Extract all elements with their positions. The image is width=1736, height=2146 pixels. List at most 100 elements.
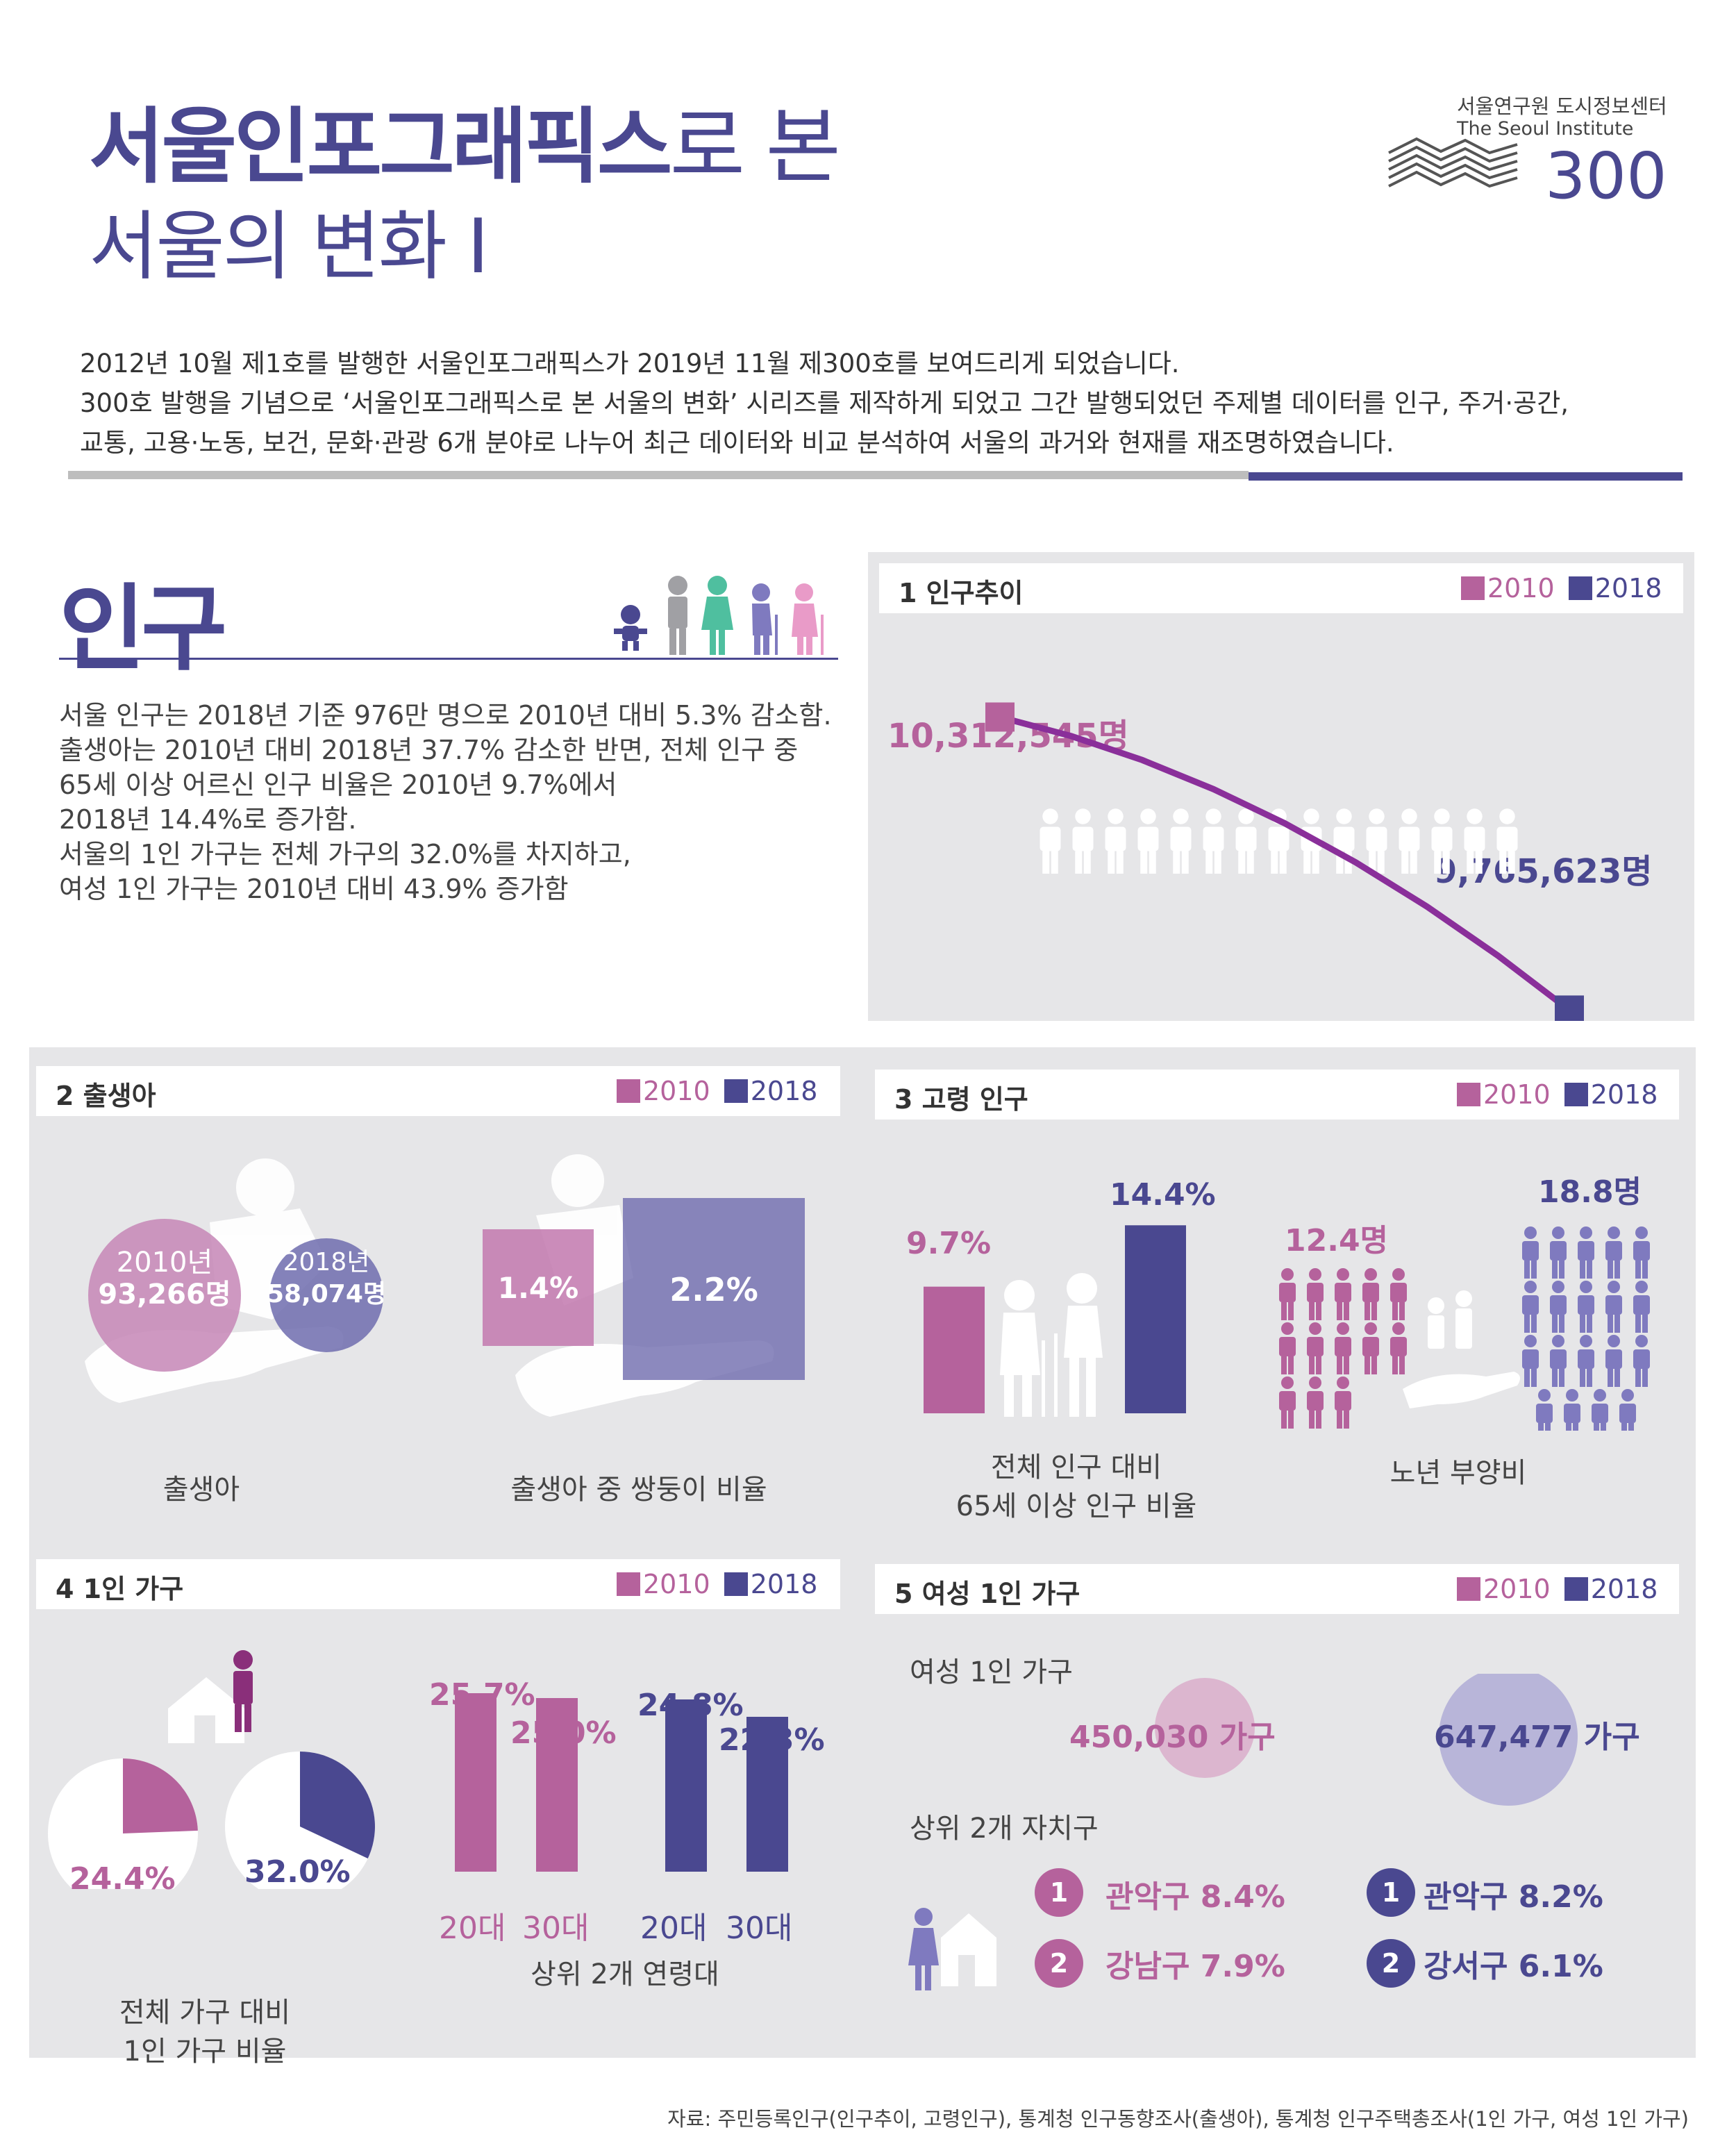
births-2018-text: 2018년 58,074명: [257, 1247, 396, 1311]
divider-accent: [1249, 472, 1683, 481]
panel-header-elderly: 3 고령 인구 2010 2018: [875, 1070, 1679, 1120]
births-2010-value: 93,266명: [98, 1279, 231, 1311]
births-2018-value: 58,074명: [266, 1280, 387, 1308]
age-bar-2018-20s: [665, 1699, 707, 1872]
panel-lower-background: [29, 1047, 1696, 2058]
person-icon: [1335, 1376, 1351, 1429]
person-icon: [1390, 1268, 1407, 1320]
panel-header: 1 인구추이 2010 2018: [879, 563, 1683, 613]
summary-line: 여성 1인 가구는 2010년 대비 43.9% 증가함: [59, 874, 569, 904]
intro-line: 교통, 고용·노동, 보건, 문화·관광 6개 분야로 나누어 최근 데이터와 …: [80, 428, 1394, 458]
intro-line: 300호 발행을 기념으로 ‘서울인포그래픽스로 본 서울의 변화’ 시리즈를 …: [80, 388, 1569, 418]
single-household-pies: [48, 1650, 375, 1889]
person-icon: [1362, 1268, 1379, 1320]
caption-line: 1인 가구 비율: [123, 2036, 287, 2068]
dependency-ratio-chart: [1279, 1226, 1650, 1431]
caption-elderly-line: 65세 이상 인구 비율: [955, 1490, 1197, 1522]
legend-label-2010: 2010: [1483, 1079, 1551, 1110]
person-icon: [1592, 1389, 1608, 1431]
person-icon: [1633, 1281, 1650, 1333]
legend-label-2018: 2018: [1594, 573, 1662, 604]
legend-swatch-2018: [724, 1572, 748, 1596]
person-icon: [1137, 808, 1159, 874]
legend: 2010 2018: [1457, 1574, 1671, 1604]
woman-house-icon: [908, 1908, 996, 1990]
age-bar-2010-30s: [536, 1698, 578, 1872]
person-icon: [233, 1650, 253, 1732]
population-trend-line: [999, 714, 1571, 1013]
female-2010-value: 450,030 가구: [1069, 1720, 1276, 1755]
caption-twins: 출생아 중 쌍둥이 비율: [510, 1474, 767, 1506]
twins-2010-box: [483, 1229, 594, 1346]
district-2018-1: 관악구 8.2%: [1424, 1879, 1603, 1915]
person-icon: [1605, 1335, 1622, 1387]
person-icon: [1105, 808, 1126, 874]
age-bar-2010-20s: [455, 1693, 496, 1872]
person-icon: [1464, 808, 1485, 874]
legend: 2010 2018: [1461, 573, 1676, 604]
pie-2018-slice: [300, 1752, 375, 1858]
panel-title: 3 고령 인구: [894, 1084, 1028, 1115]
intro-line: 2012년 10월 제1호를 발행한 서울인포그래픽스가 2019년 11월 제…: [80, 349, 1180, 379]
rank-badge-2010-1: 1: [1035, 1868, 1083, 1917]
person-icon: [1578, 1226, 1594, 1279]
person-icon: [1307, 1376, 1324, 1429]
person-icon: [1550, 1226, 1567, 1279]
summary-line: 출생아는 2010년 대비 2018년 37.7% 감소한 반면, 전체 인구 …: [59, 735, 799, 765]
logo-org-name: 서울연구원 도시정보센터: [1457, 94, 1667, 118]
person-icon: [1170, 808, 1192, 874]
person-icon: [1522, 1335, 1539, 1387]
age-label-2018-30s: 30대: [726, 1911, 793, 1946]
caption-single-ratio: 전체 가구 대비 1인 가구 비율: [59, 1993, 351, 2071]
twins-2010-value: 1.4%: [497, 1271, 579, 1305]
births-2018-year: 2018년: [283, 1248, 370, 1276]
person-icon: [1605, 1281, 1622, 1333]
section-title: 인구: [59, 574, 227, 683]
summary-line: 서울 인구는 2018년 기준 976만 명으로 2010년 대비 5.3% 감…: [59, 700, 832, 731]
person-icon: [1633, 1226, 1650, 1279]
births-illustration: [85, 1154, 805, 1417]
elderly-2010-value: 9.7%: [906, 1226, 992, 1261]
district-2010-1: 관악구 8.4%: [1105, 1879, 1285, 1915]
person-icon: [1333, 808, 1355, 874]
divider: [68, 471, 1249, 479]
person-icon: [1399, 808, 1420, 874]
title-bold: 서울인포그래픽스: [89, 99, 672, 194]
caption-top-ages: 상위 2개 연령대: [531, 1958, 719, 1990]
person-icon: [1307, 1268, 1324, 1320]
female-single-bubbles: [1155, 1674, 1578, 1806]
twins-2018-value: 2.2%: [669, 1271, 758, 1308]
rank-badge-2010-2: 2: [1035, 1939, 1083, 1988]
person-icon: [1335, 1322, 1351, 1374]
top-districts-title: 상위 2개 자치구: [910, 1813, 1099, 1845]
panel-header-births: 2 출생아 2010 2018: [36, 1066, 840, 1116]
female-2010-bubble: [1155, 1678, 1255, 1778]
dependency-2018-value: 18.8명: [1538, 1174, 1642, 1210]
person-icon: [1522, 1226, 1539, 1279]
panel-population-trend: 1 인구추이 2010 2018 10,312,545명 9,765,623명: [868, 552, 1694, 1021]
logo-number: 300: [1545, 139, 1667, 213]
panel-header-female-single: 5 여성 1인 가구 2010 2018: [875, 1564, 1679, 1614]
person-icon: [1279, 1268, 1296, 1320]
person-icon: [1335, 1268, 1351, 1320]
births-2010-text: 2010년 93,266명: [88, 1247, 241, 1311]
person-icon: [1390, 1322, 1407, 1374]
person-icon: [1619, 1389, 1636, 1431]
legend-label-2018: 2018: [750, 1076, 818, 1106]
caption-dependency: 노년 부양비: [1389, 1457, 1527, 1489]
legend-label-2018: 2018: [1590, 1574, 1658, 1604]
panel-title: 2 출생아: [56, 1081, 156, 1111]
house-person-icon: [168, 1677, 244, 1743]
page-title: 서울인포그래픽스로 본: [89, 80, 841, 199]
person-icon: [1279, 1322, 1296, 1374]
legend-swatch-2018: [1564, 1577, 1588, 1601]
panel-title: 1 인구추이: [899, 578, 1024, 608]
person-icon: [1605, 1226, 1622, 1279]
caption-elderly: 전체 인구 대비 65세 이상 인구 비율: [903, 1448, 1250, 1526]
pie-2010-value: 24.4%: [69, 1861, 176, 1897]
dependency-2010-value: 12.4명: [1285, 1223, 1389, 1258]
family-icon: [614, 576, 824, 655]
person-icon: [1307, 1322, 1324, 1374]
person-icon: [1203, 808, 1224, 874]
elderly-bar-2018: [1125, 1225, 1186, 1413]
